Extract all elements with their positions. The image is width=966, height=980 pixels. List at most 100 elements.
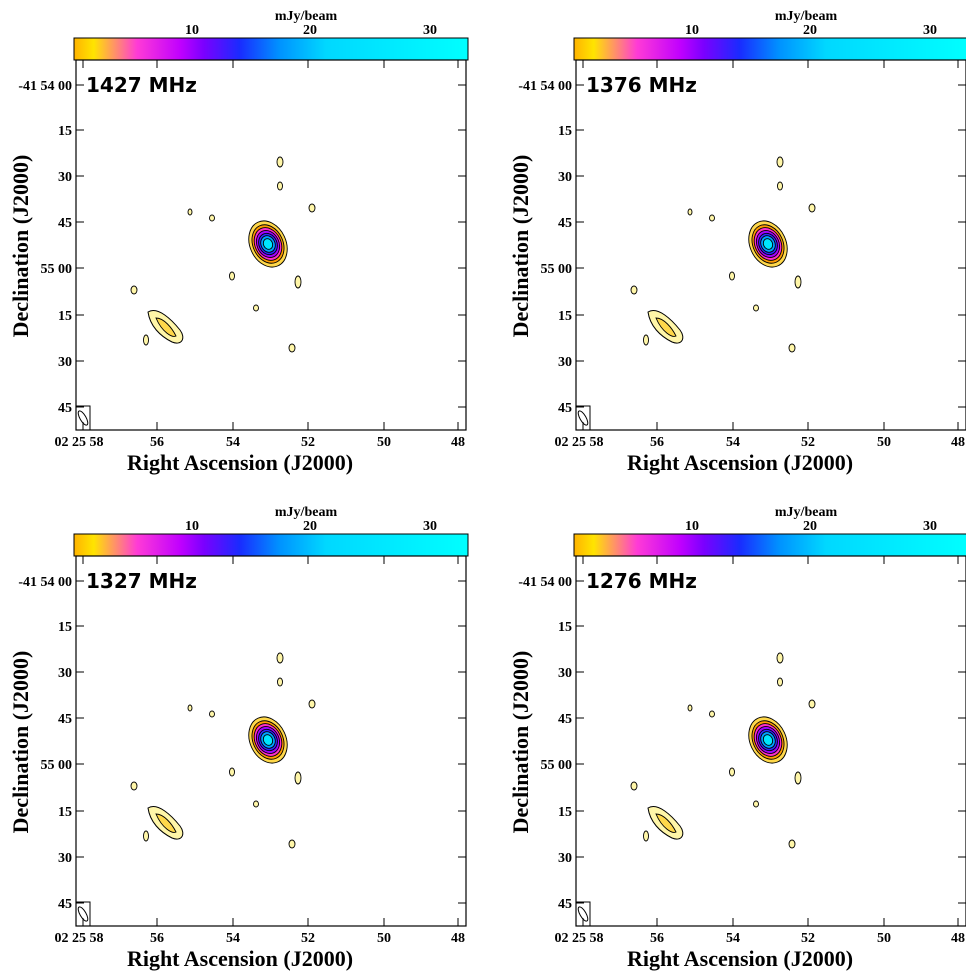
contour-panel: 10 20 30 mJy/beam -41 54 00 15 30 45 55 00 15 30 45… [500, 496, 966, 980]
x-axis-label: Right Ascension (J2000) [127, 450, 353, 475]
contour-blob [294, 275, 302, 289]
colorbar-tick-label: 20 [803, 23, 817, 38]
y-tick-label: -41 54 00 [18, 79, 72, 94]
colorbar-tick-label: 20 [303, 23, 317, 38]
y-tick-label: 15 [58, 620, 72, 635]
x-tick-label: 52 [301, 931, 315, 946]
y-axis-label: Declination (J2000) [508, 155, 533, 338]
colorbar [573, 533, 966, 557]
y-axis-label: Declination (J2000) [508, 651, 533, 834]
contour-blob [187, 208, 193, 216]
y-tick-label: 15 [558, 620, 572, 635]
colorbar-tick-label: 10 [685, 23, 699, 38]
y-tick-label: 30 [58, 170, 72, 185]
y-tick-label: 55 00 [41, 262, 73, 277]
contour-blob [130, 285, 138, 295]
x-tick-label: 54 [726, 435, 740, 450]
lobe-contour-inner [155, 813, 177, 833]
contour-blob [794, 771, 802, 785]
y-tick-label: 15 [558, 805, 572, 820]
beam-box [75, 901, 91, 927]
y-tick-label: 45 [58, 401, 72, 416]
contour-blob [630, 781, 638, 791]
y-tick-label: -41 54 00 [18, 575, 72, 590]
x-tick-label: 52 [801, 435, 815, 450]
contour-blob [294, 771, 302, 785]
frequency-label: 1327 MHz [86, 569, 197, 593]
y-tick-label: 55 00 [541, 758, 573, 773]
colorbar-tick-label: 10 [185, 519, 199, 534]
contour-blob [729, 767, 735, 777]
lobe-contour-inner [655, 813, 677, 833]
contour-blob [209, 214, 215, 222]
contour-blob [630, 285, 638, 295]
x-tick-label: 50 [877, 931, 891, 946]
beam-box [575, 901, 591, 927]
x-tick-label: 56 [650, 931, 664, 946]
contour-blob [753, 800, 759, 808]
core-contour [762, 238, 774, 250]
x-tick-label: 50 [877, 435, 891, 450]
x-tick-label: 52 [801, 931, 815, 946]
y-tick-label: 55 00 [41, 758, 73, 773]
y-tick-label: 45 [58, 897, 72, 912]
beam-box [575, 405, 591, 431]
x-tick-label: 54 [226, 435, 240, 450]
contour-blob [253, 304, 259, 312]
y-tick-label: 30 [58, 851, 72, 866]
contour-panel: 10 20 30 mJy/beam -41 54 00 15 30 45 55 00 15 30 45… [500, 0, 966, 484]
contour-group [630, 156, 816, 353]
contour-blob [187, 704, 193, 712]
contour-blob [277, 677, 283, 687]
x-tick-label: 02 25 58 [55, 435, 104, 450]
contour-blob [229, 767, 235, 777]
beam-ellipse [77, 410, 89, 426]
y-tick-label: 30 [58, 355, 72, 370]
contour-blob [288, 839, 296, 849]
contour-panel: 10 20 30 mJy/beam -41 54 00 15 30 45 55 00 15 30 45… [0, 496, 483, 980]
contour-blob [276, 156, 284, 168]
colorbar-tick-label: 10 [185, 23, 199, 38]
x-axis-label: Right Ascension (J2000) [627, 946, 853, 971]
x-tick-label: 50 [377, 931, 391, 946]
y-tick-label: -41 54 00 [518, 575, 572, 590]
y-tick-label: 30 [558, 170, 572, 185]
frequency-label: 1276 MHz [586, 569, 697, 593]
x-tick-label: 02 25 58 [55, 931, 104, 946]
y-tick-label: 15 [558, 309, 572, 324]
beam-ellipse [577, 410, 589, 426]
y-tick-label: 30 [558, 851, 572, 866]
x-tick-label: 48 [451, 931, 465, 946]
lobe-contour-inner [655, 317, 677, 337]
colorbar-unit-label: mJy/beam [775, 505, 838, 520]
contour-blob [253, 800, 259, 808]
lobe-contour-inner [155, 317, 177, 337]
contour-blob [143, 334, 149, 346]
colorbar [573, 37, 966, 61]
contour-blob [277, 181, 283, 191]
y-tick-label: 55 00 [541, 262, 573, 277]
contour-blob [130, 781, 138, 791]
x-tick-label: 48 [451, 435, 465, 450]
contour-blob [143, 830, 149, 842]
y-tick-label: 30 [558, 355, 572, 370]
beam-ellipse [577, 906, 589, 922]
contour-blob [729, 271, 735, 281]
y-axis-label: Declination (J2000) [8, 155, 33, 338]
colorbar-tick-label: 20 [303, 519, 317, 534]
beam-ellipse [77, 906, 89, 922]
contour-panel: 10 20 30 mJy/beam -41 54 00 15 30 45 55 00 15 30 45… [0, 0, 483, 484]
contour-blob [687, 208, 693, 216]
x-tick-label: 48 [951, 931, 965, 946]
contour-blob [776, 652, 784, 664]
x-tick-label: 56 [150, 931, 164, 946]
core-contour [262, 238, 274, 250]
contour-blob [308, 203, 316, 213]
contour-blob [643, 830, 649, 842]
colorbar-unit-label: mJy/beam [775, 9, 838, 24]
contour-blob [308, 699, 316, 709]
contour-group [630, 652, 816, 849]
y-tick-label: 45 [558, 897, 572, 912]
colorbar [73, 37, 469, 61]
x-tick-label: 50 [377, 435, 391, 450]
